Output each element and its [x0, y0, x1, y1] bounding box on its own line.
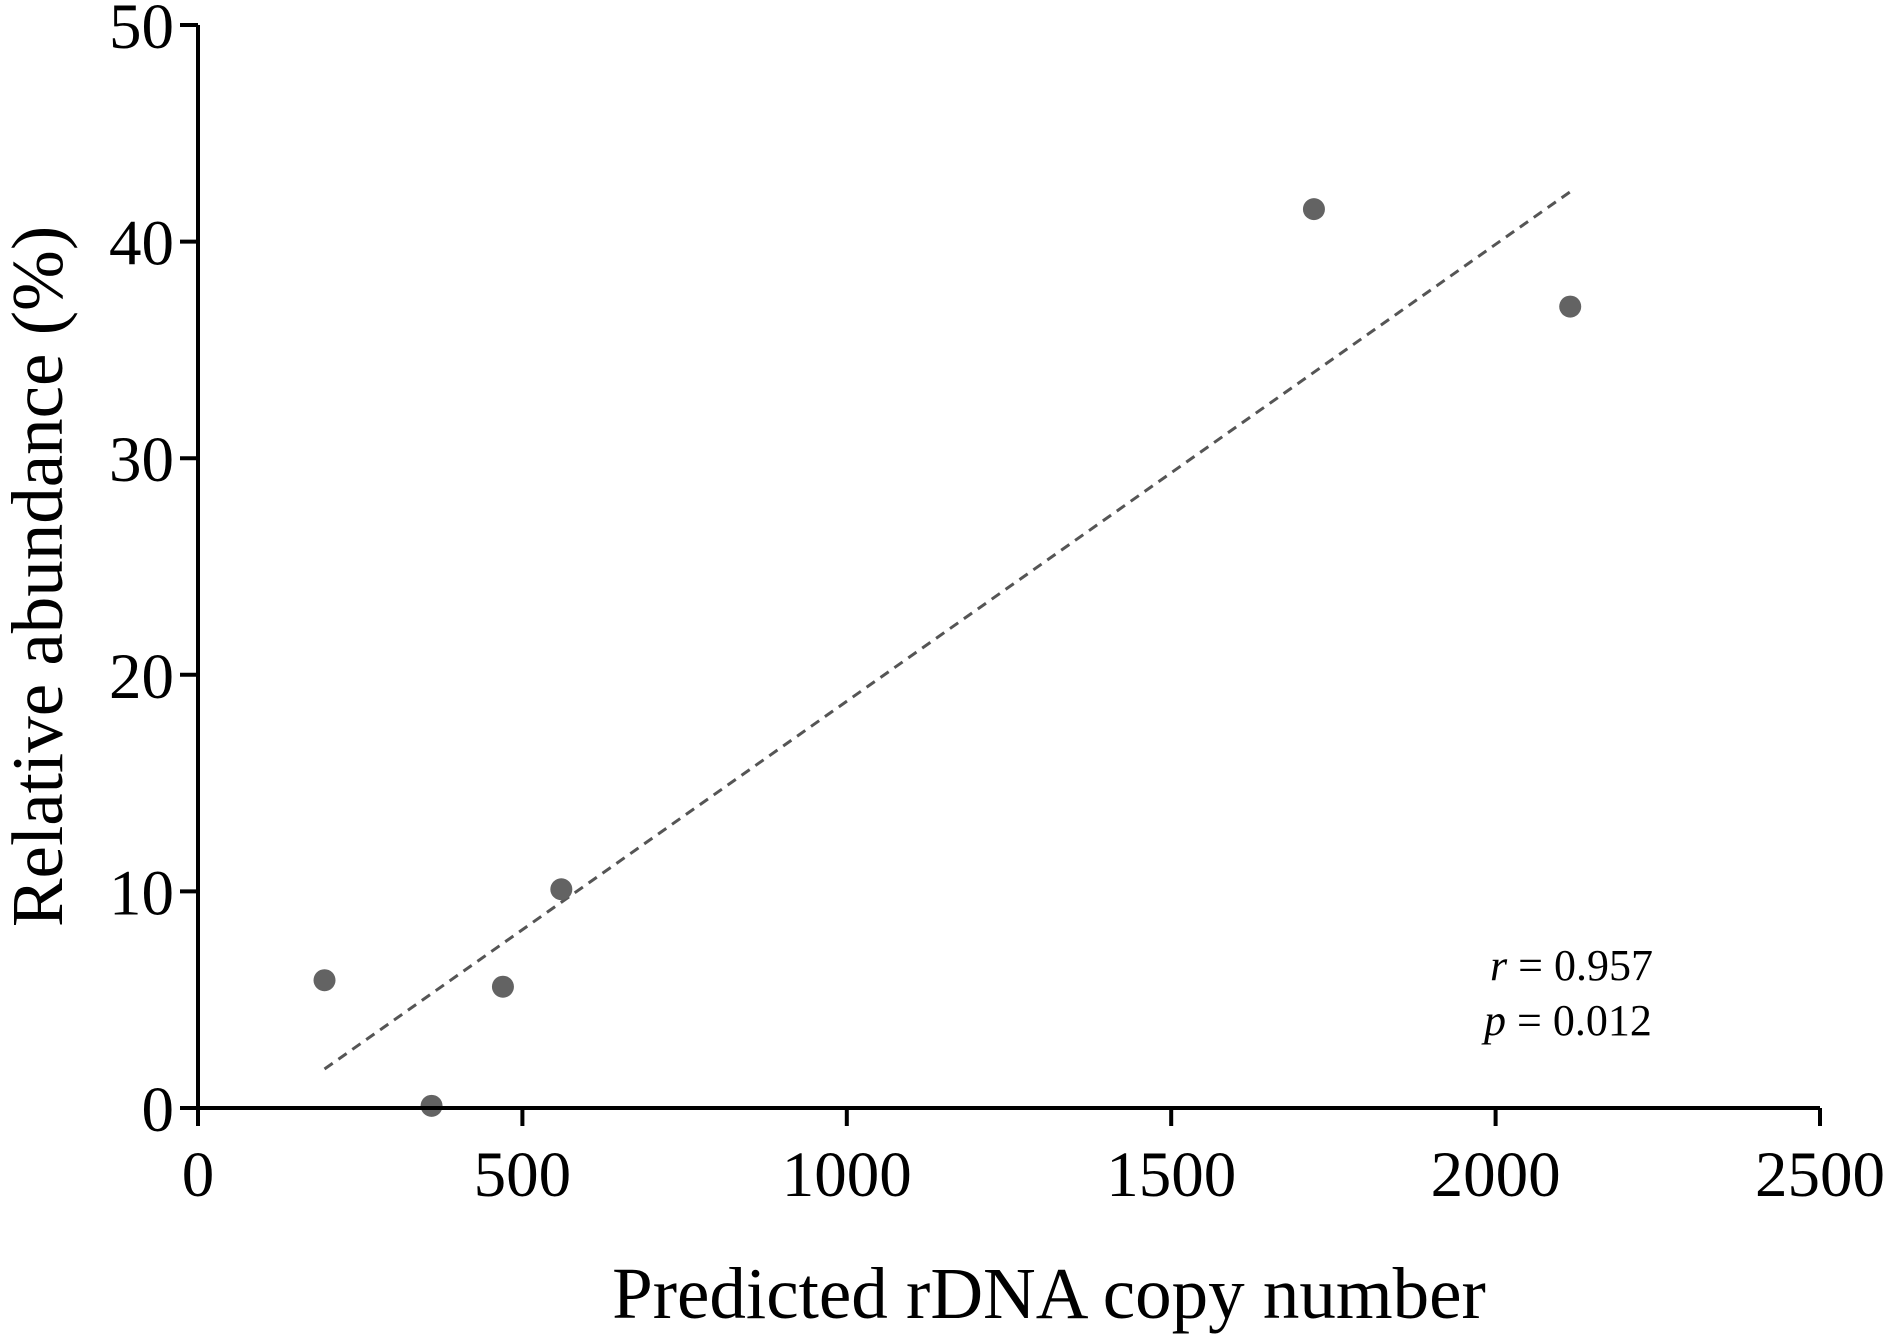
axes-layer: [196, 25, 1820, 1110]
p-symbol: p: [1481, 996, 1506, 1045]
x-tick-label: 1000: [782, 1139, 912, 1211]
x-tick-label: 0: [182, 1139, 215, 1211]
y-tick-label: 10: [109, 857, 174, 929]
correlation-annotation: r = 0.957: [1490, 941, 1653, 990]
data-point: [550, 878, 573, 901]
y-tick-label: 0: [142, 1074, 175, 1146]
r-symbol: r: [1490, 941, 1508, 990]
ticks-layer: 0 500 1000 1500 2000 2500 0 10 20 30 40 50: [109, 0, 1885, 1211]
y-tick-label: 40: [109, 208, 174, 280]
y-tick-label: 20: [109, 641, 174, 713]
y-tick-label: 30: [109, 424, 174, 496]
x-tick-label: 2000: [1431, 1139, 1561, 1211]
x-axis-title: Predicted rDNA copy number: [612, 1253, 1486, 1334]
data-point: [313, 969, 336, 992]
x-tick-label: 1500: [1106, 1139, 1236, 1211]
p-value: = 0.012: [1506, 996, 1652, 1045]
data-point: [1559, 295, 1582, 318]
data-point: [420, 1094, 443, 1117]
x-tick-label: 500: [474, 1139, 572, 1211]
r-value: = 0.957: [1507, 941, 1653, 990]
y-tick-label: 50: [109, 0, 174, 63]
data-point: [1302, 198, 1325, 221]
y-axis-title: Relative abundance (%): [0, 226, 78, 927]
data-point: [491, 975, 514, 998]
trendline-layer: [323, 190, 1572, 1071]
points-layer: [313, 198, 1582, 1117]
regression-trendline: [323, 190, 1572, 1071]
x-tick-label: 2500: [1755, 1139, 1885, 1211]
p-value-annotation: p = 0.012: [1481, 996, 1652, 1045]
